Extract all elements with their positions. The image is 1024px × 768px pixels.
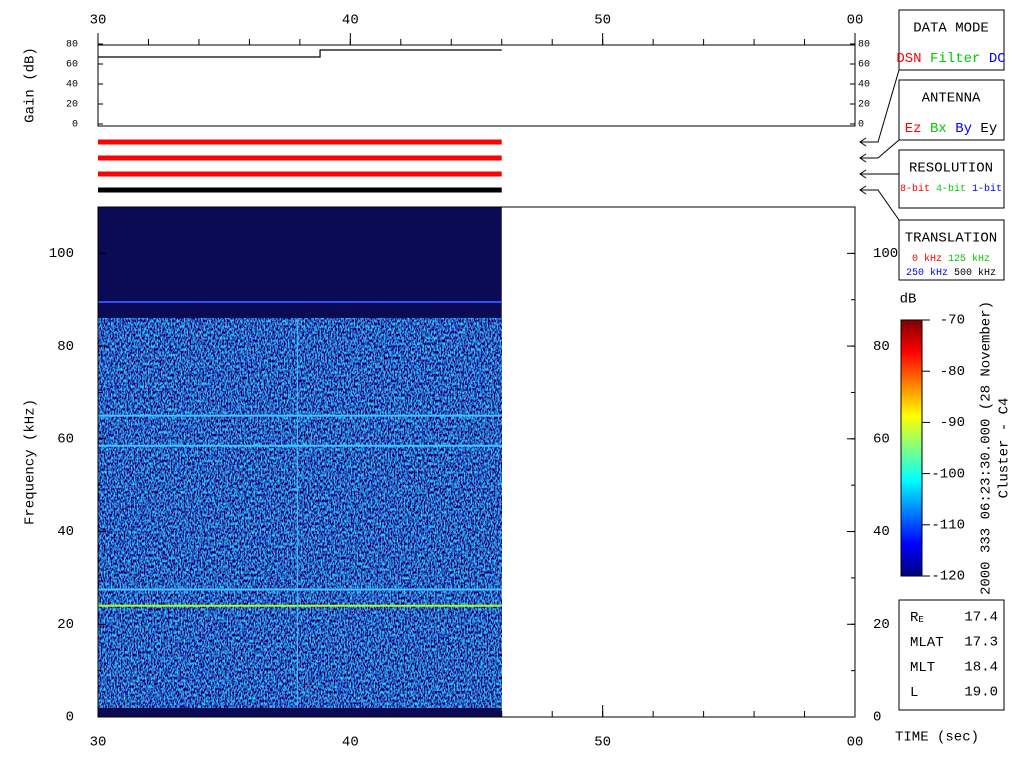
y-tick-label: 80 (57, 339, 74, 355)
legend-item: 4-bit (936, 183, 966, 195)
x-axis-label: TIME (sec) (895, 730, 979, 746)
y-tick-label: 20 (873, 617, 890, 633)
arrow-head (859, 169, 867, 179)
legend-row: 8-bit 4-bit 1-bit (900, 183, 1002, 195)
legend-row: 250 kHz 500 kHz (906, 267, 996, 279)
y-tick-label: 100 (49, 246, 74, 262)
ephemeris-label: RE (910, 610, 924, 626)
legend-box (898, 9, 1005, 71)
legend-item: Filter (930, 51, 980, 67)
y-tick-label: 60 (66, 60, 78, 71)
x-tick-label: 50 (594, 13, 611, 29)
legend-row: Ez Bx By Ey (905, 121, 997, 137)
arrow-head (859, 137, 867, 147)
frequency-axis-label: Frequency (kHz) (23, 399, 39, 525)
legend-item: Bx (930, 121, 947, 137)
y-tick-label: 80 (873, 339, 890, 355)
colorbar-tick-label: -90 (940, 415, 965, 431)
ephemeris-label: MLAT (910, 635, 944, 651)
legend-item: 125 kHz (948, 253, 990, 265)
colorbar-tick-label: -110 (931, 518, 965, 534)
ephemeris-sub: E (918, 615, 923, 625)
y-tick-label: 80 (858, 40, 870, 51)
x-tick-label: 00 (847, 13, 864, 29)
x-tick-label: 40 (342, 735, 359, 751)
legend-arrow (860, 69, 900, 143)
ephemeris-name: R (910, 610, 919, 626)
colorbar-tick-label: -120 (931, 569, 965, 585)
legend-title: DATA MODE (913, 21, 989, 37)
legend-item: DSN (896, 51, 921, 67)
y-tick-label: 100 (873, 246, 898, 262)
legend-item: 1-bit (972, 183, 1002, 195)
colorbar-tick-label: -80 (940, 364, 965, 380)
colorbar-label: dB (900, 292, 917, 308)
y-tick-label: 80 (66, 40, 78, 51)
y-tick-label: 20 (66, 100, 78, 111)
y-tick-label: 60 (858, 60, 870, 71)
legend-title: TRANSLATION (905, 231, 997, 247)
legend-item: 0 kHz (912, 253, 942, 265)
x-tick-label: 30 (90, 735, 107, 751)
ephemeris-value: 19.0 (964, 685, 998, 701)
x-tick-label: 40 (342, 13, 359, 29)
ephemeris-name: MLT (910, 660, 935, 676)
y-tick-label: 40 (873, 524, 890, 540)
y-tick-label: 60 (57, 432, 74, 448)
y-tick-label: 40 (858, 80, 870, 91)
y-tick-label: 20 (858, 100, 870, 111)
gain-line (98, 49, 502, 58)
y-tick-label: 60 (873, 432, 890, 448)
legend-item: Ey (980, 121, 997, 137)
legend-box (898, 149, 1005, 209)
ephemeris-value: 17.4 (964, 610, 998, 626)
x-tick-label: 00 (847, 735, 864, 751)
arrow-head (859, 185, 867, 195)
legend-title: ANTENNA (922, 91, 981, 107)
ephemeris-name: MLAT (910, 635, 944, 651)
colorbar-tick-label: -100 (931, 466, 965, 482)
y-tick-label: 0 (66, 710, 74, 726)
ephemeris-label: MLT (910, 660, 935, 676)
ephemeris-value: 17.3 (964, 635, 998, 651)
legend-item: DC (989, 51, 1006, 67)
legend-item: 500 kHz (954, 267, 996, 279)
legend-arrow (860, 189, 900, 221)
legend-item: 250 kHz (906, 267, 948, 279)
x-tick-label: 50 (594, 735, 611, 751)
gain-axis-label: Gain (dB) (23, 47, 39, 123)
spectrogram-noise (98, 318, 502, 708)
legend-box (898, 79, 1005, 141)
spacecraft: Cluster - C4 (997, 398, 1013, 499)
y-tick-label: 20 (57, 617, 74, 633)
colorbar-tick-label: -70 (940, 313, 965, 329)
legend-row: 0 kHz 125 kHz (912, 253, 990, 265)
legend-item: 8-bit (900, 183, 930, 195)
spectrogram-frame (97, 206, 856, 718)
legend-arrow (860, 139, 900, 159)
legend-box (898, 219, 1005, 281)
legend-row: DSN Filter DC (896, 51, 1005, 67)
ephemeris-box (898, 599, 1005, 711)
colorbar (900, 319, 923, 577)
ephemeris-name: L (910, 685, 918, 701)
y-tick-label: 0 (72, 120, 78, 131)
x-tick-label: 30 (90, 13, 107, 29)
y-tick-label: 40 (66, 80, 78, 91)
arrow-head (859, 153, 867, 163)
legend-title: RESOLUTION (909, 161, 993, 177)
ephemeris-value: 18.4 (964, 660, 998, 676)
y-tick-label: 0 (858, 120, 864, 131)
legend-item: Ez (905, 121, 922, 137)
y-tick-label: 0 (873, 710, 881, 726)
timestamp: 2000 333 06:23:30.000 (28 November) (979, 301, 995, 595)
legend-item: By (955, 121, 972, 137)
ephemeris-label: L (910, 685, 918, 701)
y-tick-label: 40 (57, 524, 74, 540)
